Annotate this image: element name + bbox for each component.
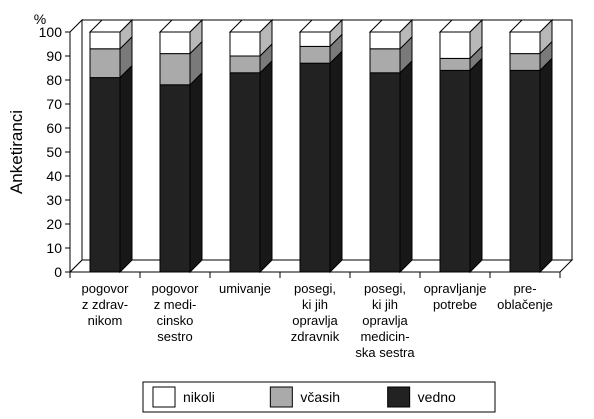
y-unit-label: % [34,11,46,27]
bar-segment-vedno [509,57,553,274]
legend-swatch [387,386,411,408]
bar-front [439,31,471,59]
legend-label: včasih [300,389,340,405]
bar-side [539,57,553,274]
bar-segment-včasih [159,40,203,87]
bar-front [89,48,121,79]
bar-segment-vedno [89,64,133,274]
bar-front [509,53,541,71]
bar-front [299,62,331,273]
bar-side [119,64,133,274]
legend-swatch [269,386,293,408]
bar-front [299,31,331,47]
legend-item-nikoli: nikoli [152,386,215,408]
bar-front [159,84,191,273]
bar-front [509,69,541,273]
y-axis-title: Anketiranci [7,110,26,194]
x-category-label: posegi, ki jih opravlja medicin-ska sestra [355,281,415,360]
y-tick-label: 60 [46,120,62,136]
legend-item-včasih: včasih [269,386,340,408]
bar-side [469,57,483,274]
bar-segment-vedno [159,71,203,274]
y-tick-label: 20 [46,216,62,232]
legend-swatch [152,386,176,408]
chart-bars [88,18,554,274]
bar-front [439,69,471,273]
bar-segment-včasih [89,35,133,79]
legend-box [142,381,496,413]
x-category-label: pogovor z zdrav-nikom [82,281,130,328]
y-tick-label: 90 [46,48,62,64]
bar-segment-včasih [509,40,553,72]
bar-front [229,72,261,273]
bar-segment-včasih [439,45,483,72]
bar-front [159,53,191,86]
x-axis-labels: pogovor z zdrav-nikom pogovor z medi-cinsko… [82,281,553,360]
bar-segment-vedno [439,57,483,274]
bar-top [88,19,134,33]
bar-side [189,71,203,274]
legend-label: vedno [418,389,456,405]
x-category-label: pre-oblačenje [497,281,553,312]
bar-front [369,31,401,50]
bar-segment-vedno [299,49,343,274]
y-tick-label: 40 [46,168,62,184]
legend-item-vedno: vedno [387,386,456,408]
x-category-label: umivanje [219,281,271,296]
x-category-label: opravljanje potrebe [424,281,487,312]
x-category-label: pogovor z medi-cinsko sestro [152,281,200,344]
bar-top [158,19,204,33]
x-category-label: posegi, ki jih opravlja zdravnik [291,281,340,344]
bar-top [298,19,344,33]
bar-front [369,72,401,273]
legend-label: nikoli [183,389,215,405]
bar-front [89,31,121,50]
bar-segment-nikoli [298,18,344,48]
y-tick-label: 0 [54,264,62,280]
bar-front [299,45,331,64]
bar-front [229,55,261,74]
bar-side [399,59,413,274]
y-tick-label: 50 [46,144,62,160]
bar-segment-vedno [229,59,273,274]
bar-front [439,57,471,71]
bar-top [368,19,414,33]
bar-front [229,31,261,57]
bar-top [438,19,484,33]
y-tick-label: 100 [39,24,63,40]
side-wall [69,18,83,274]
bar-side [329,49,343,274]
chart-legend: nikoli včasih vedno [142,381,496,413]
bar-front [89,77,121,273]
bar-front [159,31,191,55]
y-tick-label: 80 [46,72,62,88]
bar-segment-nikoli [438,18,484,60]
bar-front [369,48,401,74]
bar-segment-vedno [369,59,413,274]
bar-segment-nikoli [368,18,414,51]
bar-side [259,59,273,274]
bar-front [509,31,541,55]
y-tick-label: 10 [46,240,62,256]
bar-segment-nikoli [508,18,554,55]
y-tick-label: 70 [46,96,62,112]
bar-segment-nikoli [228,18,274,58]
bar-segment-nikoli [88,18,134,51]
bar-segment-nikoli [158,18,204,55]
bar-top [228,19,274,33]
y-tick-label: 30 [46,192,62,208]
bar-top [508,19,554,33]
